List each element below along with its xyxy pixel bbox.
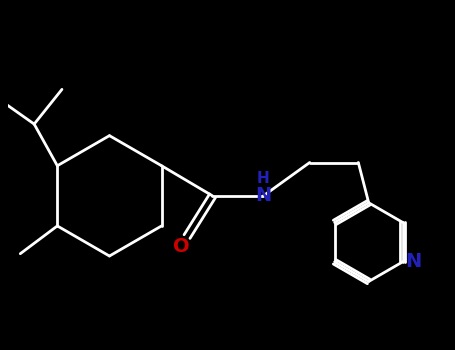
Text: N: N (255, 186, 272, 205)
Text: O: O (173, 237, 189, 256)
Text: N: N (405, 252, 421, 271)
Text: H: H (257, 171, 270, 186)
